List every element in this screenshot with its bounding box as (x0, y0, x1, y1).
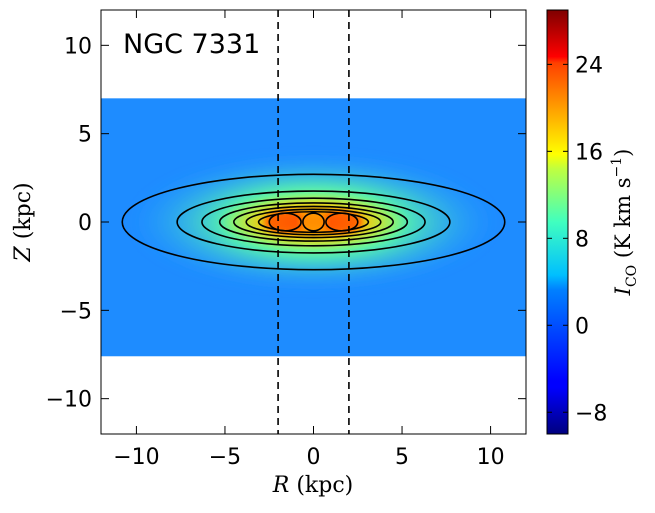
contour-ellipse (218, 202, 409, 242)
y-axis-label: Z (kpc) (11, 182, 36, 262)
x-tick-label: −10 (113, 445, 159, 470)
colorbar-unit: (K km s (611, 178, 635, 265)
y-tick-label: −10 (46, 388, 92, 413)
vertical-reference-lines (277, 10, 350, 434)
colorbar-tick-label: 0 (575, 314, 589, 339)
contour-ellipse (245, 208, 382, 236)
chart-title: NGC 7331 (123, 29, 260, 60)
colorbar-subscript: CO (624, 265, 640, 287)
glow-peak (321, 210, 363, 234)
x-tick-label: −5 (209, 445, 241, 470)
colorbar-exponent: −1 (609, 157, 625, 178)
colorbar-tick-label: −8 (575, 401, 607, 426)
y-tick-label: 0 (78, 211, 92, 236)
colorbar (546, 9, 569, 435)
y-axis-ticks: 10 5 0 −5 −10 (46, 34, 526, 413)
colorbar-tick-label: 24 (575, 53, 603, 78)
contour-ellipse (201, 197, 426, 247)
glow-peak (264, 210, 306, 234)
contour-ellipse (233, 205, 394, 239)
contour-lines (121, 173, 506, 271)
contour-ellipse (121, 173, 506, 271)
colorbar-close: ) (611, 149, 635, 157)
contour-ellipse (176, 190, 451, 254)
inner-contour (302, 212, 325, 232)
y-tick-label: −5 (60, 299, 92, 324)
x-tick-label: 0 (307, 445, 321, 470)
colorbar-ticks: −8 0 8 16 24 (547, 53, 607, 426)
x-axis-symbol: R (272, 473, 290, 498)
inner-contour (268, 212, 302, 232)
y-axis-unit: (kpc) (11, 182, 36, 246)
x-axis-ticks: −10 −5 0 5 10 (113, 10, 505, 470)
x-tick-label: 10 (477, 445, 505, 470)
colorbar-symbol: I (611, 286, 635, 296)
contour-ellipse (257, 210, 370, 234)
colorbar-tick-label: 8 (575, 227, 589, 252)
colorbar-tick-label: 16 (575, 140, 603, 165)
x-tick-label: 5 (395, 445, 409, 470)
emission-glow (131, 155, 496, 289)
heatmap-layer (101, 10, 526, 434)
x-axis-unit: (kpc) (289, 473, 353, 498)
x-axis-label: R (kpc) (272, 473, 353, 498)
y-tick-label: 10 (64, 34, 92, 59)
y-axis-symbol: Z (11, 246, 36, 263)
inner-contour (325, 212, 359, 232)
colorbar-label: ICO (K km s−1) (609, 149, 640, 297)
y-tick-label: 5 (78, 123, 92, 148)
